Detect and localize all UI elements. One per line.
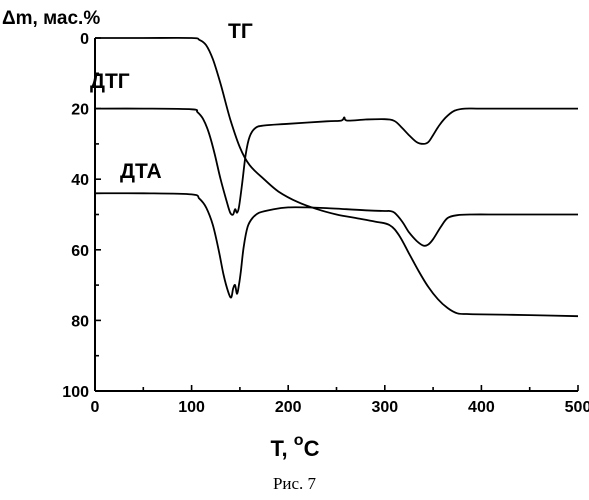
series-label-dtg: ДТГ	[90, 70, 130, 93]
y-axis-label: Δm, мас.%	[2, 8, 100, 29]
x-tick-label: 200	[275, 399, 302, 416]
y-tick-label: 40	[71, 172, 89, 189]
series-tg-line	[94, 36, 579, 318]
figure-caption: Рис. 7	[272, 474, 317, 493]
series-dtg-line	[94, 107, 578, 216]
y-tick-label: 80	[71, 313, 89, 330]
y-tick-label: 0	[80, 31, 89, 48]
x-tick-label: 300	[371, 399, 398, 416]
x-tick-label: 400	[468, 399, 495, 416]
y-tick-label: 60	[71, 243, 89, 260]
series-labels: ТГ ДТГ ДТА	[90, 20, 253, 183]
series-label-tg: ТГ	[228, 20, 253, 43]
series-label-dta: ДТА	[120, 160, 162, 183]
x-tick-label: 500	[565, 399, 589, 416]
x-tick-label: 100	[178, 399, 205, 416]
x-axis-label-main: T,	[271, 436, 294, 461]
x-tick-label: 0	[91, 399, 100, 416]
x-axis-label: T, oC	[271, 432, 320, 461]
y-tick-label: 20	[71, 102, 89, 119]
series-dta-line	[94, 192, 578, 299]
x-axis-label-unit: C	[304, 436, 320, 461]
x-axis-label-degree: o	[294, 432, 304, 449]
y-tick-label: 100	[62, 384, 89, 401]
